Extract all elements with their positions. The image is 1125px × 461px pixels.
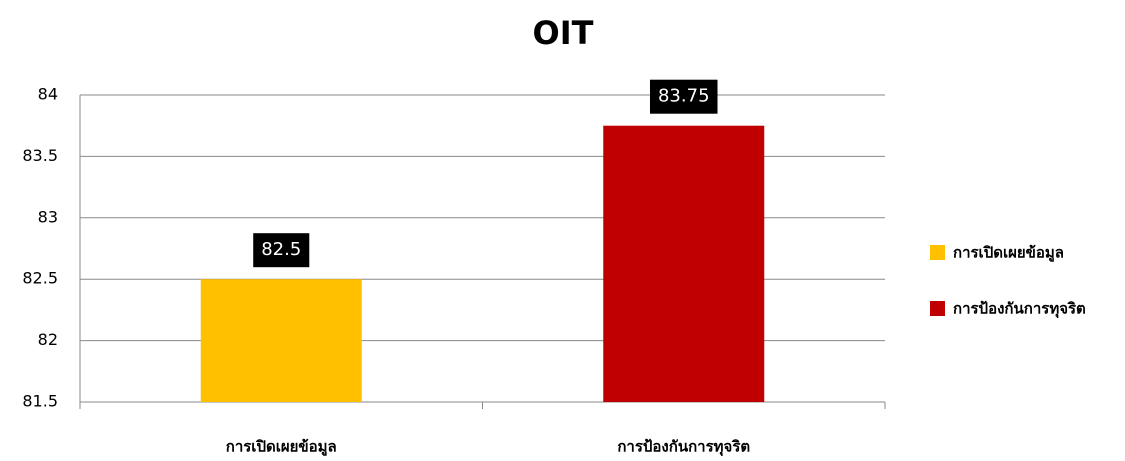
- y-tick-label: 83: [38, 207, 58, 226]
- data-label-box: [253, 233, 310, 268]
- legend-swatch: [930, 245, 945, 260]
- legend-label: การเปิดเผยข้อมูล: [953, 244, 1064, 263]
- y-tick-label: 84: [38, 85, 58, 104]
- x-tick-label: การเปิดเผยข้อมูล: [226, 438, 337, 457]
- bar: [200, 279, 362, 402]
- y-tick-label: 82.5: [22, 269, 58, 288]
- y-tick-label: 81.5: [22, 392, 58, 411]
- chart-title: OIT: [533, 14, 594, 52]
- data-label: 82.5: [261, 239, 301, 260]
- y-tick-label: 82: [38, 330, 58, 349]
- legend-swatch: [930, 301, 945, 316]
- y-tick-label: 83.5: [22, 146, 58, 165]
- data-label: 83.75: [658, 86, 710, 107]
- data-label-box: [649, 79, 718, 114]
- bar: [603, 125, 765, 402]
- legend-label: การป้องกันการทุจริต: [953, 300, 1086, 319]
- x-tick-label: การป้องกันการทุจริต: [617, 438, 750, 457]
